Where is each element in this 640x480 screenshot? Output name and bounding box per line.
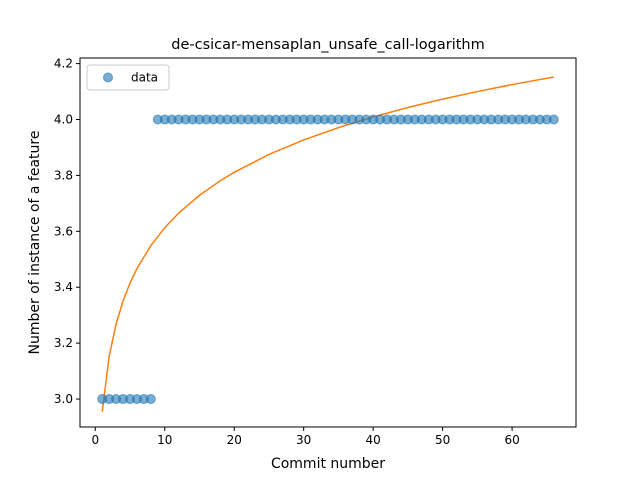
data-point (548, 114, 559, 125)
y-tick-label: 4.2 (54, 57, 73, 71)
x-tick-label: 30 (296, 433, 311, 447)
y-axis-ticks: 3.0 3.2 3.4 3.6 3.8 4.0 4.2 (54, 57, 80, 406)
fit-line-layer (101, 76, 554, 412)
plot-area (79, 57, 577, 428)
x-tick-label: 0 (91, 433, 99, 447)
fit-line (101, 76, 554, 412)
legend: data (86, 64, 170, 91)
x-tick-label: 60 (504, 433, 519, 447)
y-tick-label: 3.0 (54, 392, 73, 406)
y-tick-label: 3.4 (54, 280, 73, 294)
legend-marker-data (103, 72, 113, 83)
legend-box (86, 64, 170, 91)
y-tick-label: 3.8 (54, 168, 73, 182)
y-tick-label: 4.0 (54, 113, 73, 127)
x-tick-label: 50 (435, 433, 450, 447)
y-tick-label: 3.2 (54, 336, 73, 350)
x-tick-label: 40 (366, 433, 381, 447)
data-points-layer (97, 114, 559, 405)
y-tick-label: 3.6 (54, 224, 73, 238)
chart-title: de-csicar-mensaplan_unsafe_call-logarith… (171, 37, 485, 53)
y-axis-label: Number of instance of a feature (27, 131, 43, 355)
x-tick-label: 10 (157, 433, 172, 447)
x-tick-label: 20 (227, 433, 242, 447)
x-axis-label: Commit number (271, 456, 385, 472)
x-axis-ticks: 0 10 20 30 40 50 60 (91, 427, 520, 447)
data-point (145, 394, 156, 405)
legend-label-data: data (131, 71, 158, 85)
